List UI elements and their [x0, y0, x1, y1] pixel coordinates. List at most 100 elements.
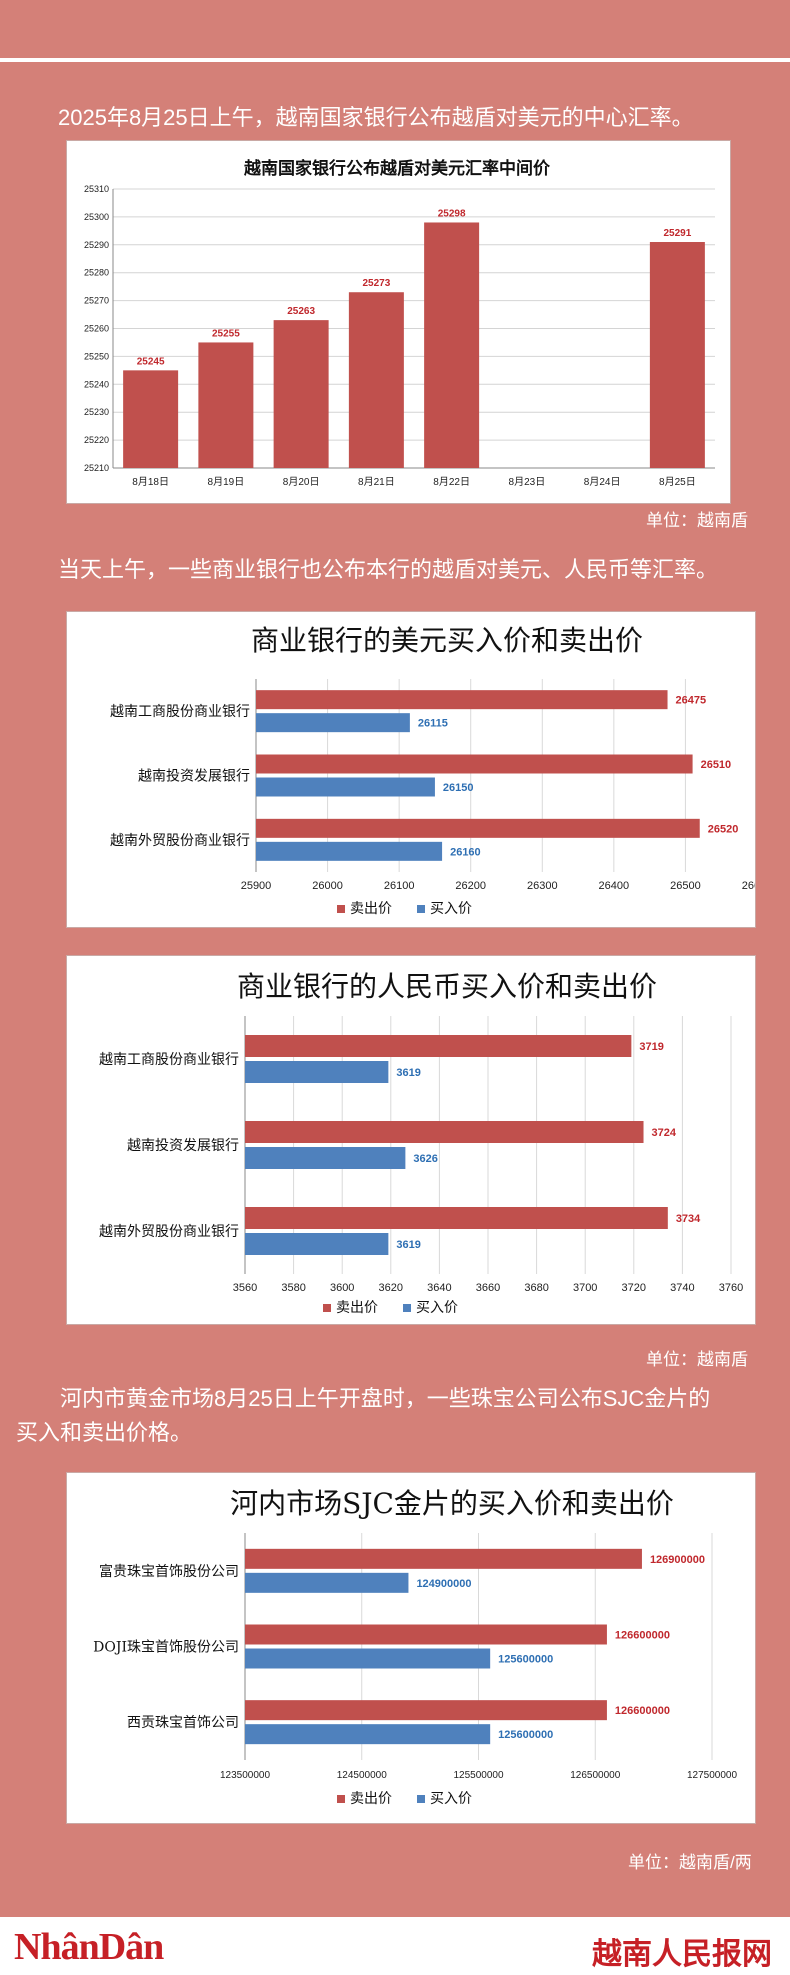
chart3-xtick-label: 3760 [719, 1282, 743, 1294]
chart1-title: 越南国家银行公布越盾对美元汇率中间价 [243, 158, 551, 179]
chart3-category-label: 越南工商股份商业银行 [99, 1052, 239, 1068]
chart4-xtick-label: 123500000 [220, 1770, 270, 1781]
central-rate-chart-panel: 越南国家银行公布越盾对美元汇率中间价 25210 25220 25230 25240 25… [66, 140, 731, 504]
chart3-buy-bar [245, 1233, 389, 1255]
chart4-buy-bar [245, 1572, 409, 1593]
chart3-buy-bar [245, 1147, 406, 1169]
footer-bar: NhânDân 越南人民报网 [0, 1917, 790, 1975]
chart3-legend-swatch-buy [403, 1304, 411, 1312]
usd-rate-chart: 商业银行的美元买入价和卖出价 25900 26000 26100 26200 26300 2… [110, 624, 755, 916]
chart2-sell-data-label: 26510 [701, 759, 732, 771]
chart3-title: 商业银行的人民币买入价和卖出价 [237, 970, 657, 1003]
chart4-sell-data-label: 126900000 [650, 1554, 705, 1566]
chart1-bar [273, 320, 329, 468]
chart3-sell-data-label: 3734 [676, 1213, 701, 1225]
chart3-sell-bar [245, 1035, 632, 1057]
chart3-sell-data-label: 3724 [652, 1127, 677, 1139]
chart4-buy-bar [245, 1648, 491, 1669]
chart4-category-label: DOJI珠宝首饰股份公司 [93, 1640, 239, 1656]
chart2-buy-data-label: 26115 [418, 718, 448, 730]
chart1-data-label: 25273 [362, 278, 390, 289]
chart4-title: 河内市场SJC金片的买入价和卖出价 [230, 1487, 674, 1520]
chart3-buy-data-label: 3626 [413, 1153, 437, 1165]
chart1-xtick-label: 8月21日 [358, 476, 395, 488]
chart2-xtick-label: 26500 [670, 880, 701, 892]
chart2-buy-data-label: 26160 [450, 846, 481, 858]
chart1-xtick-label: 8月23日 [509, 476, 546, 488]
chart1-xtick-label: 8月19日 [208, 476, 245, 488]
chart4-sell-bar [245, 1624, 607, 1645]
chart3-xtick-label: 3700 [573, 1282, 597, 1294]
chart1-xtick-label: 8月22日 [433, 476, 470, 488]
usd-rate-chart-panel: 商业银行的美元买入价和卖出价 25900 26000 26100 26200 26300 2… [66, 611, 756, 928]
gold-price-chart-panel: 河内市场SJC金片的买入价和卖出价 123500000 124500000 12550… [66, 1472, 756, 1824]
chart2-xtick-label: 26400 [599, 880, 630, 892]
chart3-xtick-label: 3640 [427, 1282, 451, 1294]
chart1-ytick-label: 25270 [84, 296, 109, 306]
intro-paragraph-2: 当天上午，一些商业银行也公布本行的越盾对美元、人民币等汇率。 [58, 557, 719, 582]
chart2-xtick-label: 26300 [527, 880, 558, 892]
chart2-category-label: 越南投资发展银行 [138, 769, 250, 785]
chart2-xtick-label: 25900 [241, 880, 272, 892]
gold-price-chart: 河内市场SJC金片的买入价和卖出价 123500000 124500000 12550… [93, 1487, 737, 1806]
chart3-legend-swatch-sell [323, 1304, 331, 1312]
chart3-sell-data-label: 3719 [639, 1041, 663, 1053]
central-rate-chart: 越南国家银行公布越盾对美元汇率中间价 25210 25220 25230 25240 25… [84, 158, 715, 488]
chart2-xtick-label: 26000 [312, 880, 343, 892]
chart2-legend-label-sell: 卖出价 [350, 900, 392, 916]
chart3-xtick-label: 3580 [281, 1282, 305, 1294]
nhandan-logo[interactable]: NhânDân [14, 1926, 164, 1968]
chart1-bar [424, 222, 480, 468]
chart4-buy-data-label: 125600000 [498, 1654, 553, 1666]
chart1-xtick-label: 8月25日 [659, 476, 696, 488]
chart1-data-label: 25263 [287, 306, 315, 317]
chart4-sell-bar [245, 1548, 642, 1569]
chart3-legend-label-sell: 卖出价 [336, 1299, 378, 1315]
chart2-buy-data-label: 26150 [443, 782, 474, 794]
chart2-category-label: 越南外贸股份商业银行 [110, 833, 250, 849]
chart3-buy-data-label: 3619 [396, 1239, 420, 1251]
chart4-xtick-label: 124500000 [337, 1770, 387, 1781]
chart1-ytick-label: 25280 [84, 268, 109, 278]
chart4-sell-data-label: 126600000 [615, 1630, 670, 1642]
chart4-legend-label-buy: 买入价 [430, 1790, 472, 1806]
chart4-sell-data-label: 126600000 [615, 1705, 670, 1717]
chart1-data-label: 25255 [212, 328, 240, 339]
chart4-legend-swatch-buy [417, 1795, 425, 1803]
chart1-xtick-label: 8月20日 [283, 476, 320, 488]
chart1-data-label: 25298 [438, 208, 466, 219]
chart3-sell-bar [245, 1207, 668, 1229]
chart1-bar [649, 242, 705, 468]
chart2-category-label: 越南工商股份商业银行 [110, 704, 250, 720]
chart4-category-label: 西贡珠宝首饰公司 [127, 1715, 239, 1731]
chart3-xtick-label: 3680 [524, 1282, 548, 1294]
chart1-ytick-label: 25210 [84, 463, 109, 473]
chart4-xtick-label: 126500000 [570, 1770, 620, 1781]
chart3-xtick-label: 3620 [379, 1282, 403, 1294]
intro-paragraph-1: 2025年8月25日上午，越南国家银行公布越盾对美元的中心汇率。 [58, 105, 694, 130]
chart3-legend-label-buy: 买入价 [416, 1299, 458, 1315]
chart1-ytick-label: 25230 [84, 407, 109, 417]
chart4-category-label: 富贵珠宝首饰股份公司 [99, 1563, 239, 1580]
unit-label-3: 单位：越南盾/两 [628, 1853, 752, 1872]
intro-paragraph-3-line1: 河内市黄金市场8月25日上午开盘时，一些珠宝公司公布SJC金片的 [60, 1386, 711, 1411]
chart4-sell-bar [245, 1700, 607, 1721]
chart2-title: 商业银行的美元买入价和卖出价 [251, 624, 643, 657]
site-name-logo[interactable]: 越南人民报网 [592, 1937, 772, 1972]
chart1-xtick-label: 8月18日 [132, 476, 169, 488]
chart2-sell-data-label: 26475 [676, 695, 707, 707]
chart4-legend-label-sell: 卖出价 [350, 1790, 392, 1806]
chart1-data-label: 25291 [663, 228, 691, 239]
chart2-xtick-label: 26200 [455, 880, 486, 892]
chart3-xtick-label: 3600 [330, 1282, 354, 1294]
chart2-sell-bar [256, 754, 693, 774]
unit-label-1: 单位：越南盾 [646, 511, 748, 530]
chart1-ytick-label: 25250 [84, 351, 109, 361]
chart4-xtick-label: 125500000 [453, 1770, 503, 1781]
chart3-xtick-label: 3560 [233, 1282, 257, 1294]
chart3-category-label: 越南外贸股份商业银行 [99, 1224, 239, 1240]
chart2-buy-bar [256, 713, 410, 733]
chart4-buy-data-label: 124900000 [416, 1578, 471, 1590]
chart3-category-label: 越南投资发展银行 [127, 1138, 239, 1154]
chart2-buy-bar [256, 777, 435, 797]
